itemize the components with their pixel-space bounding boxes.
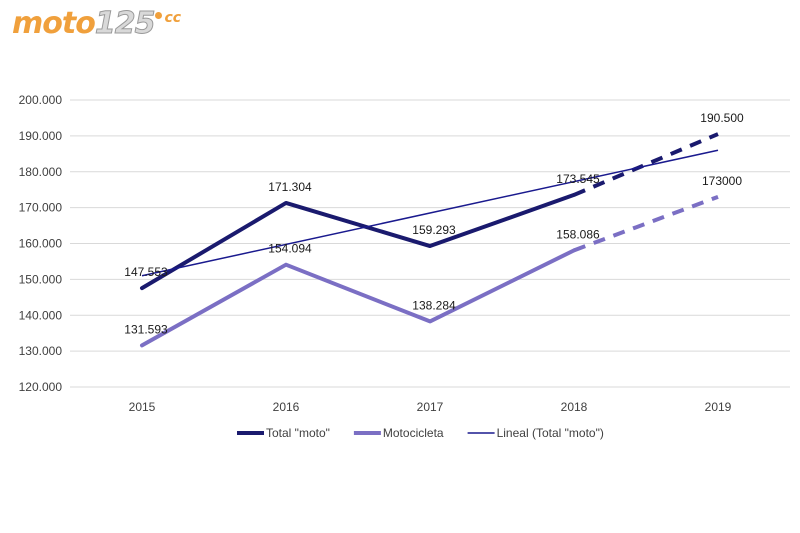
series-lines [140,132,719,348]
data-label: 147.553 [124,265,168,279]
y-tick-label: 200.000 [19,93,63,107]
data-label: 159.293 [412,223,456,237]
y-tick-label: 180.000 [19,165,63,179]
grid [70,99,790,388]
trendline [141,149,719,277]
moto125-logo: moto 125 cc [12,6,182,42]
series-projection-0 [573,132,719,197]
legend: Total "moto" Motocicleta Lineal (Total "mo… [237,426,604,440]
legend-label: Motocicleta [383,426,444,440]
x-tick-label: 2016 [273,400,300,414]
data-label: 138.284 [412,298,456,312]
x-tick-label: 2018 [561,400,588,414]
data-labels: 147.553 171.304 159.293 173.545 190.500 131.5… [124,111,744,336]
logo-brand: moto [12,6,96,41]
series-projection-1 [573,194,719,253]
legend-label: Lineal (Total "moto") [497,426,604,440]
y-axis: 120.000 130.000 140.000 150.000 160.000 170.0… [19,93,63,394]
data-label: 173.545 [556,172,600,186]
y-tick-label: 120.000 [19,380,63,394]
data-label: 173000 [702,174,742,188]
y-tick-label: 150.000 [19,272,63,286]
logo-suffix: cc [164,10,182,26]
legend-label: Total "moto" [266,426,330,440]
series-line-0 [140,192,576,291]
y-tick-label: 190.000 [19,129,63,143]
data-label: 171.304 [268,180,312,194]
data-label: 131.593 [124,322,168,336]
series-line-1 [140,248,576,348]
logo-number: 125 [94,6,156,42]
x-tick-label: 2017 [417,400,444,414]
x-axis: 2015 2016 2017 2018 2019 [129,400,732,414]
y-tick-label: 170.000 [19,201,63,215]
x-tick-label: 2015 [129,400,156,414]
logo-dot [155,12,163,19]
y-tick-label: 140.000 [19,308,63,322]
y-tick-label: 130.000 [19,344,63,358]
y-tick-label: 160.000 [19,237,63,251]
data-label: 158.086 [556,227,600,241]
data-label: 190.500 [700,111,744,125]
data-label: 154.094 [268,242,312,256]
x-tick-label: 2019 [705,400,732,414]
